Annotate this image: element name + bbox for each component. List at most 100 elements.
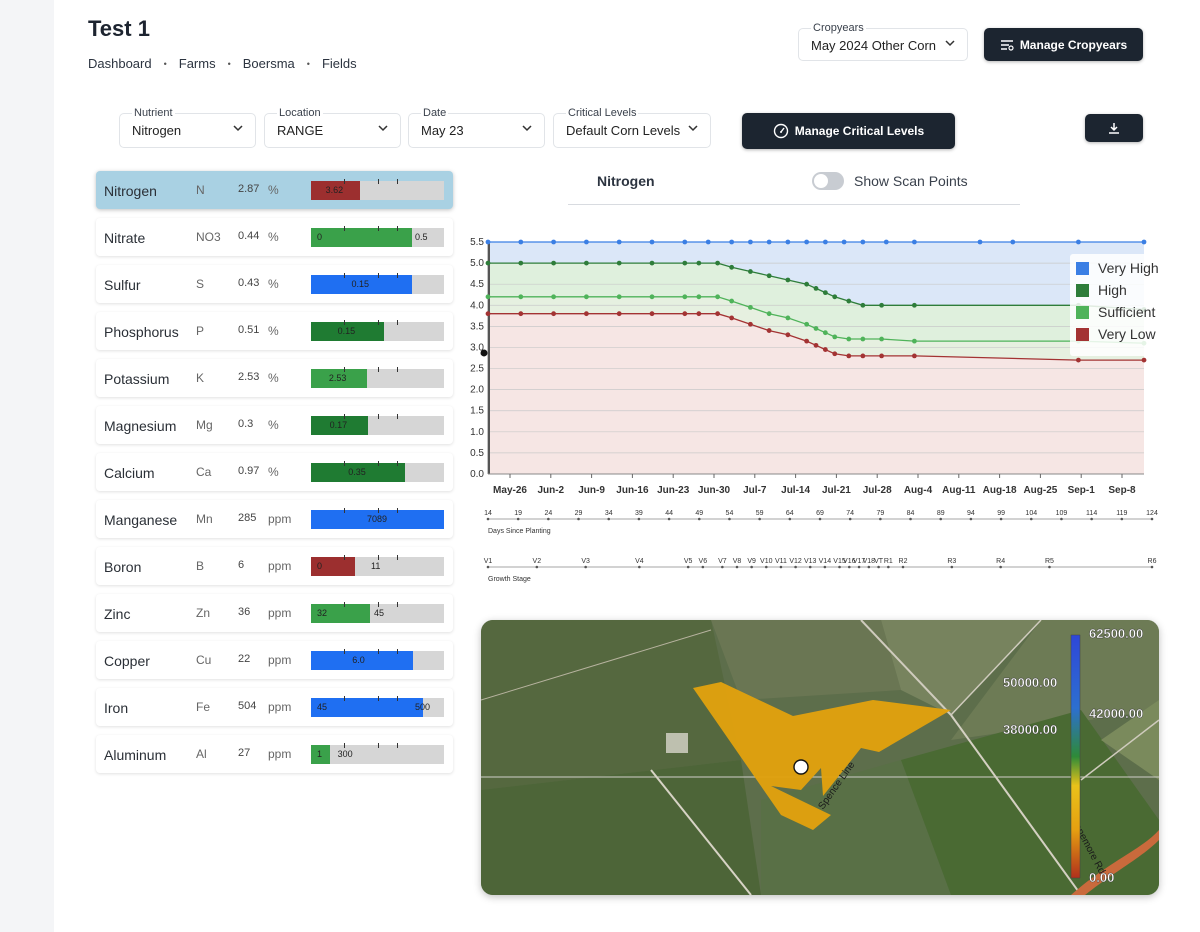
critical-level-tick [377, 367, 379, 372]
critical-level-tick [377, 273, 379, 278]
growth-stage-marker [823, 565, 827, 569]
x-tick-label: Jun-16 [616, 485, 649, 496]
data-point [584, 260, 589, 266]
nutrient-unit: ppm [268, 747, 292, 761]
bar-value-label: 6.0 [352, 655, 365, 665]
nutrient-unit: % [268, 418, 279, 432]
critical-level-tick [397, 226, 399, 231]
days-label: 59 [756, 510, 764, 517]
x-tick-label: Aug-4 [904, 485, 933, 496]
days-marker [818, 517, 822, 521]
nutrient-row-zinc[interactable]: Zinc Zn 36 ppm 32 45 [96, 594, 453, 632]
days-marker [486, 517, 490, 521]
nutrient-value: 0.3 [238, 418, 254, 430]
data-point [682, 311, 688, 317]
y-tick-label: 2.0 [470, 385, 484, 396]
x-tick-label: Aug-18 [983, 485, 1017, 496]
nutrient-level-fill [311, 745, 330, 764]
x-tick-label: Jun-23 [657, 485, 690, 496]
cropyears-label: Cropyears [811, 22, 866, 35]
data-point [729, 298, 735, 304]
days-label: 119 [1116, 510, 1127, 517]
y-tick-label: 4.0 [470, 300, 484, 311]
nutrient-row-sulfur[interactable]: Sulfur S 0.43% 0.15 [96, 265, 453, 303]
data-point [813, 326, 819, 331]
manage-cropyears-label: Manage Cropyears [1019, 37, 1128, 52]
cropyears-select[interactable]: Cropyears May 2024 Other Corn [798, 22, 968, 61]
nutrient-name: Boron [104, 559, 142, 575]
chevron-down-icon [522, 125, 532, 132]
critical-level-tick [377, 461, 379, 466]
critical-level-tick [397, 555, 399, 560]
chevron-down-icon [378, 125, 388, 132]
data-point [766, 239, 772, 245]
days-marker [1029, 517, 1033, 521]
nutrient-row-nitrate[interactable]: Nitrate NO3 0.44% 0 0.5 [96, 218, 453, 256]
nutrient-unit: ppm [268, 559, 292, 573]
nutrient-row-nitrogen[interactable]: Nitrogen N 2.87% 3.62 [96, 171, 453, 209]
nutrient-row-phosphorus[interactable]: Phosphorus P 0.51% 0.15 [96, 312, 453, 350]
y-tick-label: 0.5 [470, 448, 484, 459]
field-map[interactable]: Spence Line Kanemore Rd 62500.00 50000.0… [481, 620, 1159, 895]
days-label: 84 [907, 510, 915, 517]
nutrient-row-copper[interactable]: Copper Cu 22 ppm 6.0 [96, 641, 453, 679]
critical-level-tick [377, 696, 379, 701]
nutrient-level-fill [311, 698, 423, 717]
nutrient-unit: ppm [268, 653, 292, 667]
manage-critical-levels-button[interactable]: Manage Critical Levels [742, 113, 955, 149]
filter-settings-icon [1000, 39, 1014, 51]
nutrient-unit: % [268, 277, 279, 291]
date-value: May 23 [421, 123, 464, 138]
map-color-scale [1070, 634, 1081, 879]
nutrient-row-calcium[interactable]: Calcium Ca 0.97% 0.35 [96, 453, 453, 491]
location-select[interactable]: Location RANGE [264, 107, 401, 148]
days-label: 69 [816, 510, 824, 517]
nutrient-value: 2.87 [238, 183, 260, 195]
growth-stage-marker [794, 565, 797, 569]
nutrient-row-aluminum[interactable]: Aluminum Al 27 ppm 1 300 [96, 735, 453, 773]
download-button[interactable] [1085, 114, 1143, 142]
breadcrumb-dashboard[interactable]: Dashboard [88, 56, 152, 71]
critical-levels-select[interactable]: Critical Levels Default Corn Levels [553, 107, 711, 148]
data-point [696, 294, 702, 300]
field-boundary[interactable] [693, 682, 951, 830]
growth-stage-label: R2 [899, 558, 908, 565]
bar-value-label: 7089 [367, 514, 388, 524]
location-pin-icon[interactable] [793, 759, 809, 775]
data-point [715, 294, 720, 300]
critical-level-tick [377, 508, 379, 513]
scale-label-42000: 42000.00 [1089, 706, 1143, 721]
nutrient-symbol: Ca [196, 465, 212, 479]
breadcrumb-boersma[interactable]: Boersma [242, 56, 295, 71]
critical-level-tick [344, 367, 346, 372]
breadcrumb-separator: • [163, 58, 167, 69]
scale-label-min: 0.00 [1089, 870, 1114, 885]
data-point [696, 311, 702, 317]
nutrient-select[interactable]: Nutrient Nitrogen [119, 107, 256, 148]
nutrient-level-fill [311, 463, 406, 482]
nutrient-row-magnesium[interactable]: Magnesium Mg 0.3% 0.17 [96, 406, 453, 444]
breadcrumb-fields[interactable]: Fields [321, 56, 357, 71]
nutrient-level-fill [311, 604, 370, 623]
date-select[interactable]: Date May 23 [408, 107, 545, 148]
breadcrumb-farms[interactable]: Farms [178, 56, 216, 71]
growth-stage-marker [535, 565, 539, 569]
show-scan-points-toggle[interactable] [812, 172, 844, 190]
data-point [748, 269, 753, 274]
data-point [846, 298, 852, 304]
nutrient-row-boron[interactable]: Boron B 6 ppm 0 11 [96, 547, 453, 585]
nutrient-row-potassium[interactable]: Potassium K 2.53% 2.53 [96, 359, 453, 397]
days-axis-title: Days Since Planting [488, 528, 551, 535]
nutrient-row-iron[interactable]: Iron Fe 504 ppm 45 500 [96, 688, 453, 726]
bar-value-label: 0.35 [348, 467, 366, 477]
data-point [846, 336, 852, 342]
bar-value-label: 2.53 [328, 373, 347, 383]
legend-label-very-high: Very High [1098, 260, 1159, 276]
nutrient-row-manganese[interactable]: Manganese Mn 285 ppm 7089 [96, 500, 453, 538]
growth-stage-label: V7 [718, 558, 727, 565]
page-title: Test 1 [88, 16, 150, 41]
manage-cropyears-button[interactable]: Manage Cropyears [984, 28, 1143, 61]
critical-level-tick [377, 555, 379, 560]
nutrient-name: Iron [104, 700, 129, 716]
nutrient-unit: % [268, 183, 279, 197]
